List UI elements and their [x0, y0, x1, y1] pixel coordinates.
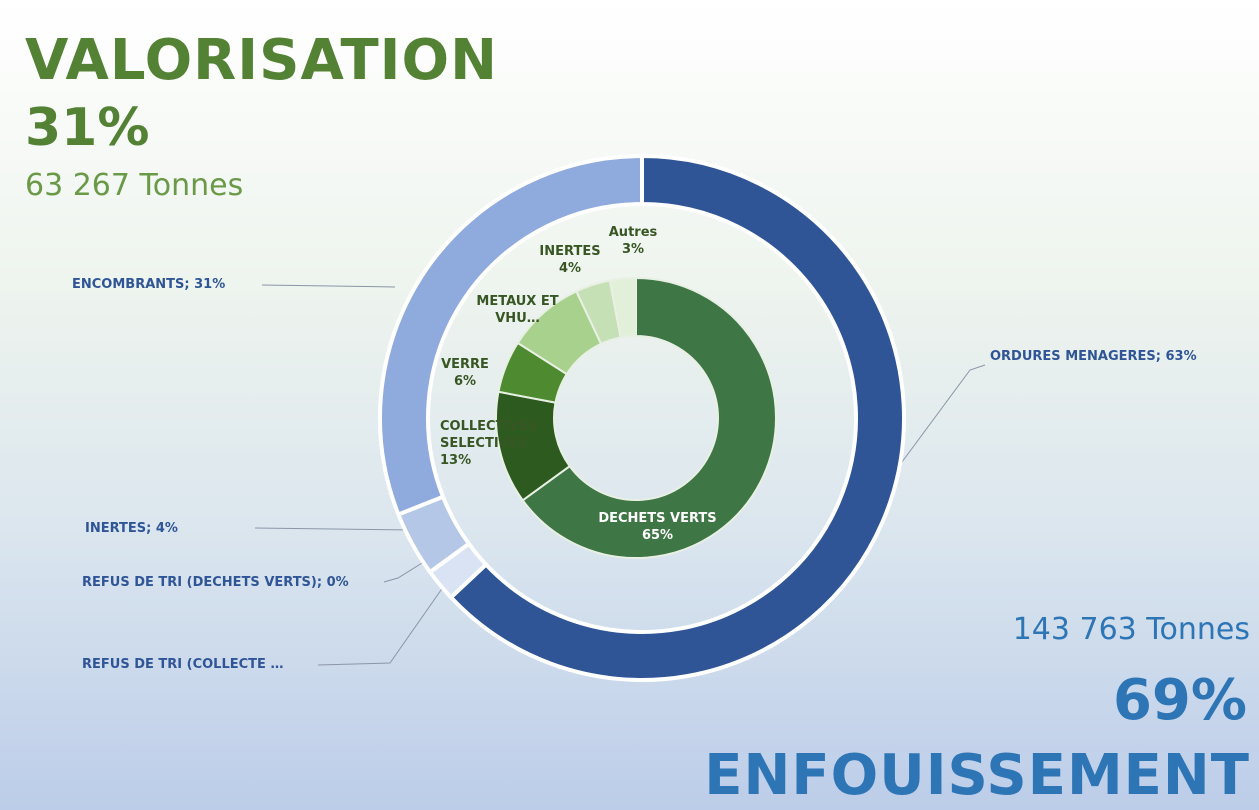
- leader-line: [317, 569, 456, 666]
- donut-segment: [448, 153, 906, 682]
- leader-line: [261, 284, 396, 288]
- segment-label: METAUX ET VHU…: [476, 294, 559, 326]
- segment-label: REFUS DE TRI (COLLECTE …: [82, 657, 284, 672]
- segment-label: ORDURES MENAGERES; 63%: [990, 349, 1197, 364]
- segment-label: DECHETS VERTS 65%: [598, 511, 717, 543]
- segment-label: ENCOMBRANTS; 31%: [72, 277, 226, 292]
- segment-label: COLLECTIVES SELECTIVES 13%: [440, 419, 538, 468]
- donut-segment: [521, 276, 777, 559]
- segment-label: VERRE 6%: [441, 357, 489, 389]
- left-title: VALORISATION: [25, 28, 498, 93]
- right-tonnage: 143 763 Tonnes: [1012, 612, 1250, 647]
- segment-label: Autres 3%: [608, 225, 658, 257]
- segment-label: INERTES; 4%: [85, 521, 178, 536]
- left-percent: 31%: [25, 98, 150, 158]
- left-tonnage: 63 267 Tonnes: [25, 168, 244, 203]
- right-title: ENFOUISSEMENT: [704, 743, 1250, 808]
- segment-label: INERTES 4%: [539, 244, 601, 276]
- segment-label: REFUS DE TRI (DECHETS VERTS); 0%: [82, 575, 349, 590]
- donut-segment: [608, 276, 637, 339]
- donut-segment: [378, 153, 644, 518]
- leader-line: [254, 527, 416, 531]
- right-percent: 69%: [1112, 668, 1247, 733]
